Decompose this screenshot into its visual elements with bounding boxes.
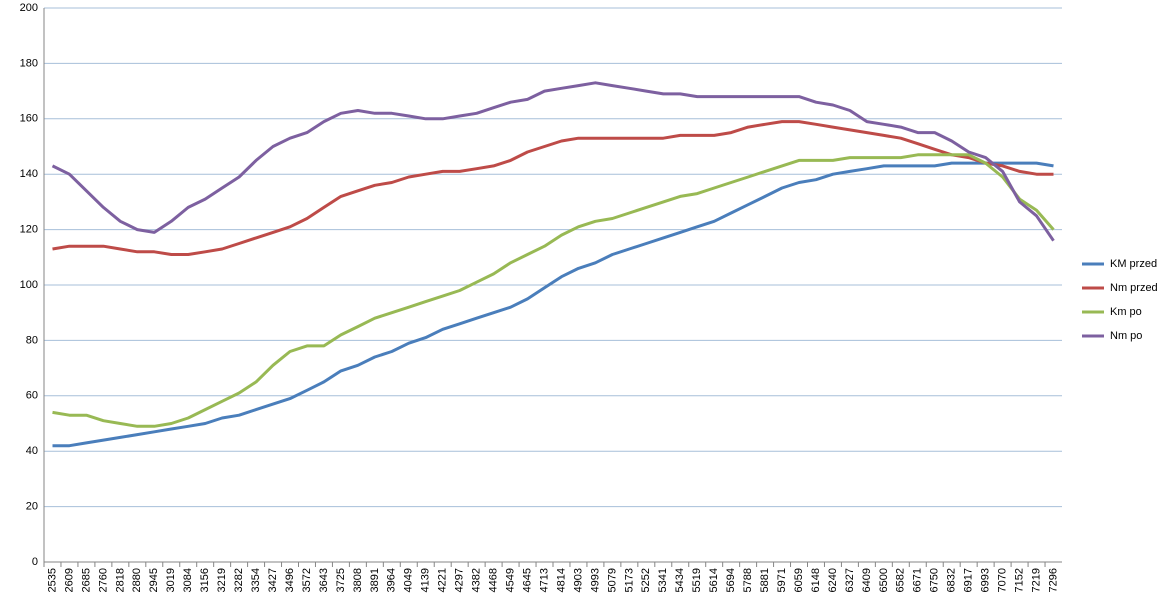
y-tick-label: 80 — [26, 334, 38, 346]
x-tick-label: 4645 — [521, 568, 533, 592]
x-tick-label: 4221 — [437, 568, 449, 592]
x-tick-label: 6832 — [946, 568, 958, 592]
x-tick-label: 5519 — [691, 568, 703, 592]
x-tick-label: 3019 — [165, 568, 177, 592]
y-tick-label: 0 — [32, 556, 38, 568]
x-tick-label: 4993 — [589, 568, 601, 592]
x-tick-label: 6059 — [793, 568, 805, 592]
x-tick-label: 2535 — [46, 568, 58, 592]
x-tick-label: 5694 — [725, 568, 737, 592]
x-tick-label: 5614 — [708, 568, 720, 592]
x-tick-label: 3084 — [182, 568, 194, 592]
x-tick-label: 3643 — [318, 568, 330, 592]
x-tick-label: 2880 — [131, 568, 143, 592]
x-tick-label: 6240 — [827, 568, 839, 592]
x-tick-label: 6582 — [895, 568, 907, 592]
x-tick-label: 6750 — [929, 568, 941, 592]
x-tick-label: 4713 — [538, 568, 550, 592]
y-tick-label: 100 — [20, 279, 38, 291]
x-tick-label: 4903 — [572, 568, 584, 592]
x-tick-label: 5173 — [623, 568, 635, 592]
x-tick-label: 3282 — [233, 568, 245, 592]
x-tick-label: 2818 — [114, 568, 126, 592]
legend-label: Km po — [1110, 306, 1142, 318]
x-tick-label: 6917 — [963, 568, 975, 592]
x-tick-label: 4814 — [555, 568, 567, 592]
y-tick-label: 40 — [26, 445, 38, 457]
x-tick-label: 6993 — [980, 568, 992, 592]
y-tick-label: 120 — [20, 224, 38, 236]
x-tick-label: 4139 — [420, 568, 432, 592]
x-tick-label: 4297 — [454, 568, 466, 592]
x-tick-label: 4382 — [471, 568, 483, 592]
y-tick-label: 60 — [26, 390, 38, 402]
x-tick-label: 3725 — [335, 568, 347, 592]
x-tick-label: 6409 — [861, 568, 873, 592]
x-tick-label: 3354 — [250, 568, 262, 592]
x-tick-label: 6327 — [844, 568, 856, 592]
x-tick-label: 3891 — [369, 568, 381, 592]
x-tick-label: 2760 — [97, 568, 109, 592]
y-tick-label: 200 — [20, 2, 38, 14]
series-line — [52, 161, 1054, 448]
x-tick-label: 5341 — [657, 568, 669, 592]
legend-label: Nm przed — [1110, 282, 1158, 294]
x-tick-label: 2945 — [148, 568, 160, 592]
x-tick-label: 5434 — [674, 568, 686, 592]
x-tick-label: 4468 — [488, 568, 500, 592]
x-tick-label: 6500 — [878, 568, 890, 592]
x-tick-label: 2609 — [63, 568, 75, 592]
series-line — [52, 120, 1054, 256]
x-tick-label: 3427 — [267, 568, 279, 592]
y-tick-label: 20 — [26, 501, 38, 513]
x-tick-label: 3572 — [301, 568, 313, 592]
legend-label: Nm po — [1110, 330, 1142, 342]
x-tick-label: 6148 — [810, 568, 822, 592]
x-tick-label: 7070 — [997, 568, 1009, 592]
x-tick-label: 5971 — [776, 568, 788, 592]
x-tick-label: 5881 — [759, 568, 771, 592]
x-tick-label: 3808 — [352, 568, 364, 592]
x-tick-label: 3219 — [216, 568, 228, 592]
x-tick-label: 7152 — [1013, 568, 1025, 592]
series-line — [52, 153, 1055, 428]
x-tick-label: 3964 — [386, 568, 398, 592]
x-tick-label: 5252 — [640, 568, 652, 592]
x-tick-label: 5079 — [606, 568, 618, 592]
x-tick-label: 4049 — [403, 568, 415, 592]
x-tick-label: 7296 — [1047, 568, 1059, 592]
y-tick-label: 160 — [20, 113, 38, 125]
legend-label: KM przed — [1110, 258, 1157, 270]
x-tick-label: 4549 — [504, 568, 516, 592]
x-tick-label: 3156 — [199, 568, 211, 592]
x-tick-label: 6671 — [912, 568, 924, 592]
x-tick-label: 7219 — [1030, 568, 1042, 592]
series-line — [51, 81, 1055, 242]
x-tick-label: 5788 — [742, 568, 754, 592]
y-tick-label: 180 — [20, 57, 38, 69]
y-tick-label: 140 — [20, 168, 38, 180]
x-tick-label: 2685 — [80, 568, 92, 592]
x-tick-label: 3496 — [284, 568, 296, 592]
